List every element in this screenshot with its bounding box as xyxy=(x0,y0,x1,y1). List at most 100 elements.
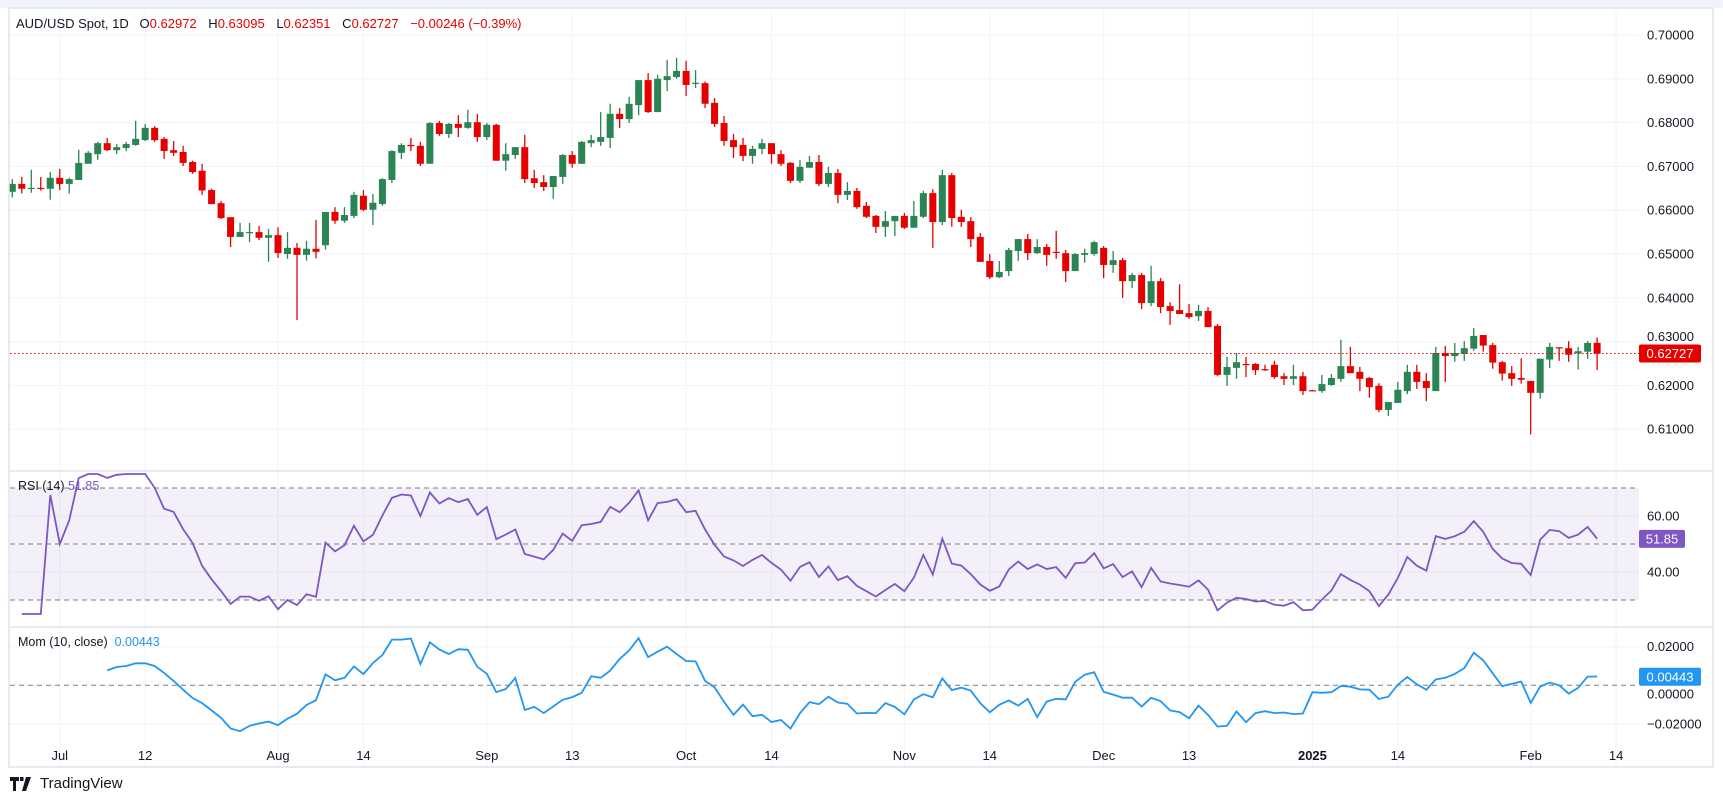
candle xyxy=(246,222,254,243)
candle xyxy=(1460,341,1468,361)
candle xyxy=(1517,358,1525,384)
candle-body xyxy=(948,175,956,219)
candle xyxy=(1033,239,1041,254)
candle xyxy=(340,207,348,223)
candle-body xyxy=(454,123,462,128)
candle-body xyxy=(1337,366,1345,379)
symbol-title[interactable]: AUD/USD Spot, 1D xyxy=(16,16,129,31)
candle-body xyxy=(312,248,320,252)
candle-body xyxy=(1460,348,1468,354)
mom-legend[interactable]: Mom (10, close) 0.00443 xyxy=(18,635,160,649)
candle xyxy=(834,169,842,204)
candle-body xyxy=(796,166,804,181)
candle-body xyxy=(445,123,453,134)
candle-body xyxy=(37,187,45,190)
candle-body xyxy=(416,145,424,164)
candle xyxy=(919,190,927,219)
candle-body xyxy=(1527,381,1535,393)
candle xyxy=(1394,381,1402,403)
candle xyxy=(94,141,102,160)
candle xyxy=(321,211,329,250)
candle-body xyxy=(1375,385,1383,410)
candle xyxy=(1337,339,1345,382)
last-price-badge xyxy=(1639,344,1701,363)
candle xyxy=(540,175,548,191)
price-tick-label: 0.63000 xyxy=(1647,329,1694,344)
candle xyxy=(1081,248,1089,263)
candle-body xyxy=(739,144,747,156)
candle-body xyxy=(957,216,965,223)
candle-body xyxy=(1489,345,1497,363)
candle-body xyxy=(321,211,329,246)
candle-body xyxy=(1147,281,1155,304)
candle-body xyxy=(1403,371,1411,392)
time-tick-label: 14 xyxy=(356,748,370,763)
candle xyxy=(511,147,519,159)
candle-body xyxy=(160,138,168,152)
candle-body xyxy=(388,151,396,180)
time-tick-label: 2025 xyxy=(1298,748,1327,763)
candle-body xyxy=(853,190,861,208)
candle-body xyxy=(682,70,690,85)
candle-body xyxy=(302,248,310,255)
time-tick-label: Oct xyxy=(676,748,697,763)
mom-tick-label: 0.00000 xyxy=(1647,686,1694,701)
candle xyxy=(1157,278,1165,314)
candle-body xyxy=(967,221,975,240)
candle-body xyxy=(616,113,624,120)
candle-body xyxy=(502,154,510,161)
candle-body xyxy=(1261,369,1269,371)
candle-body xyxy=(711,102,719,124)
candle-body xyxy=(805,162,813,168)
candle-body xyxy=(559,155,567,177)
candle xyxy=(141,123,149,141)
candle-body xyxy=(976,236,984,262)
candle xyxy=(217,201,225,219)
candle xyxy=(1289,364,1297,385)
tradingview-logo[interactable]: TradingView xyxy=(10,775,123,792)
candle xyxy=(777,150,785,166)
candle-body xyxy=(492,124,500,161)
candle xyxy=(1280,373,1288,385)
candle-body xyxy=(378,179,386,205)
candle-body xyxy=(1043,246,1051,255)
candle-body xyxy=(1289,376,1297,379)
candle xyxy=(75,149,83,180)
candle xyxy=(56,169,64,191)
candle-body xyxy=(179,151,187,163)
candle xyxy=(796,159,804,184)
top-strip xyxy=(0,0,1723,8)
candle-body xyxy=(1062,253,1070,272)
candle xyxy=(1261,364,1269,371)
candle xyxy=(701,81,709,109)
rsi-legend[interactable]: RSI (14) 51.85 xyxy=(18,479,99,493)
candle xyxy=(900,212,908,230)
candle-body xyxy=(768,143,775,155)
candle-body xyxy=(483,124,491,138)
candle-body xyxy=(293,247,301,255)
candle-body xyxy=(1109,260,1117,265)
candle xyxy=(1043,243,1051,266)
candle xyxy=(1233,352,1241,379)
candle-body xyxy=(578,141,586,164)
candle-body xyxy=(625,103,633,120)
candle-body xyxy=(919,193,927,217)
open-value: 0.62972 xyxy=(149,16,197,31)
mom-title: Mom (10, close) xyxy=(18,635,108,649)
time-tick-label: 14 xyxy=(983,748,997,763)
candle xyxy=(1346,346,1354,374)
candle xyxy=(1441,345,1449,382)
candle xyxy=(995,261,1003,279)
candle xyxy=(179,145,187,166)
high-label: H xyxy=(208,16,218,31)
candle-body xyxy=(1508,373,1516,379)
candle xyxy=(1014,239,1022,262)
candle-body xyxy=(132,138,140,145)
time-tick-label: 14 xyxy=(1609,748,1623,763)
candle xyxy=(663,59,671,92)
candle xyxy=(1109,250,1117,273)
candle-body xyxy=(1223,367,1231,375)
candle xyxy=(559,154,567,184)
candle-body xyxy=(815,162,823,184)
